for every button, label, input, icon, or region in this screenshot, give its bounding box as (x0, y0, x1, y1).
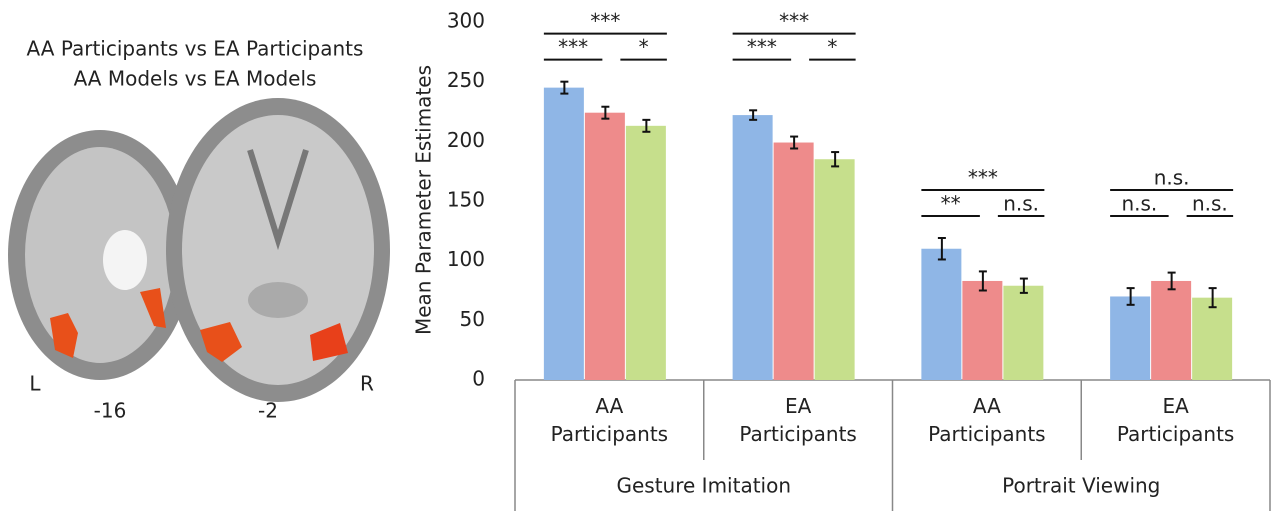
significance-label: *** (968, 165, 998, 189)
significance-label: * (639, 35, 649, 59)
x-tick-label: AA Participants (539, 392, 679, 448)
x-tick-label: EA Participants (1106, 392, 1246, 448)
bar (1110, 296, 1150, 380)
significance-label: n.s. (1121, 191, 1157, 215)
significance-label: *** (590, 9, 620, 33)
bar (1003, 286, 1043, 380)
y-tick-label: 100 (447, 247, 485, 271)
panel-title: AA Models vs EA Models (74, 67, 317, 91)
bar (733, 115, 773, 380)
bar (774, 143, 814, 380)
side-label: R (360, 372, 374, 396)
brain-images (8, 98, 390, 402)
panel-title: AA Participants vs EA Participants (27, 37, 364, 61)
bar (626, 126, 666, 380)
bar (544, 88, 584, 380)
slice-label: -2 (258, 399, 278, 423)
y-tick-label: 50 (460, 307, 485, 331)
group-label: Gesture Imitation (616, 474, 791, 498)
significance-label: n.s. (1003, 191, 1039, 215)
bar (1151, 281, 1191, 380)
bar (962, 281, 1002, 380)
significance-label: ** (941, 191, 961, 215)
bar (585, 113, 625, 380)
significance-label: *** (558, 35, 588, 59)
group-label: Portrait Viewing (1002, 474, 1160, 498)
figure: AA Participants vs EA Participants AA Mo… (0, 0, 1273, 511)
significance-label: * (827, 35, 837, 59)
bar (815, 159, 855, 380)
y-tick-label: 300 (447, 9, 485, 33)
bar (1192, 298, 1232, 380)
side-label: L (29, 372, 41, 396)
significance-label: n.s. (1192, 191, 1228, 215)
significance-label: *** (779, 9, 809, 33)
y-axis-label: Mean Parameter Estimates (412, 65, 436, 335)
y-tick-label: 0 (472, 367, 485, 391)
slice-label: -16 (94, 399, 127, 423)
x-tick-label: EA Participants (728, 392, 868, 448)
y-tick-label: 200 (447, 128, 485, 152)
significance-label: n.s. (1154, 165, 1190, 189)
x-tick-label: AA Participants (917, 392, 1057, 448)
bar (921, 249, 961, 380)
y-tick-label: 250 (447, 68, 485, 92)
y-tick-label: 150 (447, 188, 485, 212)
significance-label: *** (747, 35, 777, 59)
